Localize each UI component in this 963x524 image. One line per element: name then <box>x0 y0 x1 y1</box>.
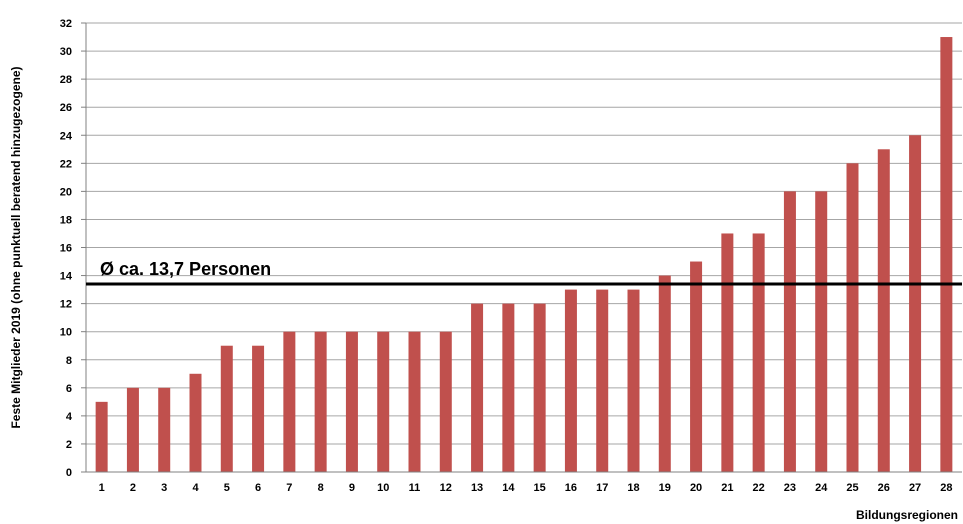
y-tick-label: 0 <box>66 467 72 479</box>
y-tick-label: 10 <box>60 327 72 339</box>
bar <box>846 163 859 472</box>
bar <box>752 233 765 472</box>
bar <box>596 289 609 472</box>
x-tick-labels: 1 2 3 4 5 6 7 8 9 10 11 12 13 14 15 16 17 18 19 20 21 22 23 24 2… <box>99 482 953 494</box>
y-tick-label: 30 <box>60 46 72 58</box>
x-tick-label: 25 <box>846 482 858 494</box>
bar <box>909 135 922 472</box>
x-tick-label: 2 <box>130 482 136 494</box>
x-tick-label: 9 <box>349 482 355 494</box>
bar <box>690 261 703 472</box>
x-tick-label: 16 <box>565 482 577 494</box>
x-tick-label: 13 <box>471 482 483 494</box>
x-tick-label: 7 <box>286 482 292 494</box>
y-tick-label: 12 <box>60 299 72 311</box>
bar <box>533 303 546 472</box>
average-label: Ø ca. 13,7 Personen <box>100 259 271 279</box>
x-tick-label: 1 <box>99 482 105 494</box>
bar <box>126 387 139 472</box>
x-tick-label: 6 <box>255 482 261 494</box>
bar <box>95 401 108 472</box>
x-tick-label: 10 <box>377 482 389 494</box>
x-tick-label: 4 <box>192 482 199 494</box>
y-tick-label: 18 <box>60 214 72 226</box>
bar <box>158 387 171 472</box>
x-tick-label: 21 <box>721 482 733 494</box>
bar <box>471 303 484 472</box>
y-tick-label: 16 <box>60 243 72 255</box>
x-axis-title: Bildungsregionen <box>856 508 958 522</box>
bar <box>783 191 796 472</box>
x-tick-label: 11 <box>409 482 421 494</box>
x-tick-label: 23 <box>784 482 796 494</box>
x-tick-label: 26 <box>878 482 890 494</box>
x-tick-label: 20 <box>690 482 702 494</box>
bar <box>658 275 671 472</box>
bars <box>95 37 953 472</box>
y-tick-label: 14 <box>60 271 73 283</box>
x-tick-label: 22 <box>753 482 765 494</box>
x-tick-label: 8 <box>318 482 324 494</box>
bar <box>877 149 890 472</box>
bar <box>252 345 265 472</box>
y-tick-label: 2 <box>66 439 72 451</box>
y-tick-label: 28 <box>60 74 72 86</box>
y-tick-label: 8 <box>66 355 72 367</box>
y-tick-label: 26 <box>60 102 72 114</box>
bar <box>220 345 233 472</box>
y-tick-label: 4 <box>66 411 73 423</box>
bar <box>314 331 327 472</box>
x-tick-label: 27 <box>909 482 921 494</box>
x-tick-label: 17 <box>596 482 608 494</box>
y-tick-label: 22 <box>60 158 72 170</box>
bar <box>377 331 390 472</box>
x-tick-label: 14 <box>502 482 515 494</box>
y-tick-label: 24 <box>60 130 73 142</box>
x-tick-label: 5 <box>224 482 230 494</box>
bar <box>502 303 515 472</box>
x-tick-label: 19 <box>659 482 671 494</box>
bar <box>189 373 202 472</box>
x-tick-label: 24 <box>815 482 828 494</box>
x-tick-label: 15 <box>534 482 546 494</box>
bar <box>627 289 640 472</box>
bar <box>439 331 452 472</box>
bar <box>283 331 296 472</box>
bar <box>408 331 421 472</box>
x-tick-label: 18 <box>627 482 639 494</box>
bar <box>564 289 577 472</box>
bar <box>940 37 953 472</box>
x-tick-label: 3 <box>161 482 167 494</box>
bar <box>345 331 358 472</box>
y-tick-label: 32 <box>60 18 72 30</box>
bar <box>721 233 734 472</box>
gridlines <box>86 22 962 445</box>
y-tick-label: 20 <box>60 186 72 198</box>
bar <box>815 191 828 472</box>
y-axis-title: Feste Mitglieder 2019 (ohne punktuell be… <box>9 66 23 428</box>
x-tick-label: 28 <box>940 482 952 494</box>
y-tick-label: 6 <box>66 383 72 395</box>
x-tick-label: 12 <box>440 482 452 494</box>
